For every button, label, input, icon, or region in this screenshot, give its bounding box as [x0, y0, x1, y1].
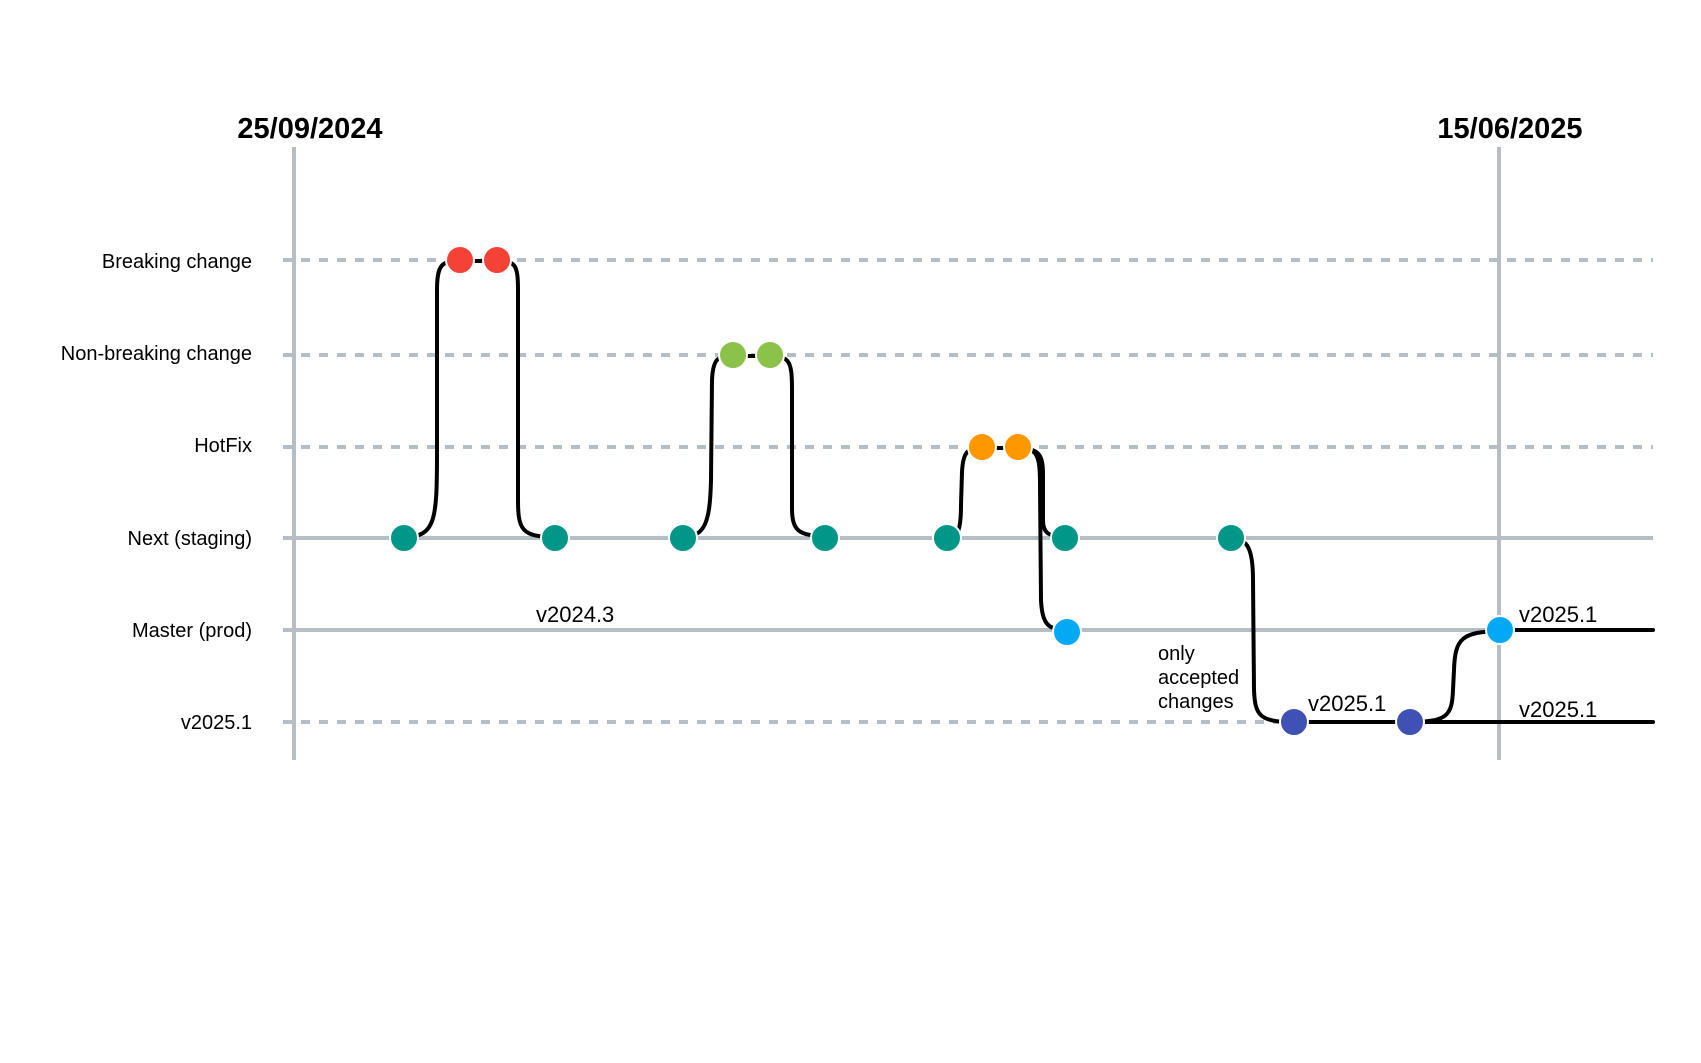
merge-back-non-breaking	[768, 354, 827, 538]
lane-label-master-prod: Master (prod)	[132, 620, 252, 642]
staging-commit-3	[668, 523, 698, 553]
staging-commit-4	[810, 523, 840, 553]
prod-commit-2	[1485, 615, 1515, 645]
staging-commit-7	[1216, 523, 1246, 553]
start-date-label: 25/09/2024	[237, 113, 382, 145]
note-line-1: only	[1158, 643, 1195, 665]
lane-label-next-staging: Next (staging)	[128, 528, 253, 550]
staging-commit-5	[932, 523, 962, 553]
end-date-label: 15/06/2025	[1437, 113, 1582, 145]
breaking-commit-1	[445, 245, 475, 275]
lane-label-breaking-change: Breaking change	[102, 251, 252, 273]
master-release-label: v2024.3	[536, 602, 614, 627]
branch-out-non-breaking	[681, 354, 735, 539]
note-line-3: changes	[1158, 691, 1234, 713]
staging-commit-2	[540, 523, 570, 553]
release-commit-1	[1279, 707, 1309, 737]
branch-out-breaking	[402, 259, 462, 539]
hotfix-commit-1	[967, 432, 997, 462]
release-commit-2	[1395, 707, 1425, 737]
release-merge-to-prod	[1408, 629, 1502, 724]
commits	[389, 245, 1515, 737]
note-line-2: accepted	[1158, 667, 1239, 689]
non-breaking-commit-2	[755, 340, 785, 370]
prod-commit-1	[1052, 617, 1082, 647]
release-branch-end-label: v2025.1	[1519, 697, 1597, 722]
hotfix-commit-2	[1003, 432, 1033, 462]
lane-label-hotfix: HotFix	[194, 435, 252, 457]
staging-commit-1	[389, 523, 419, 553]
breaking-commit-2	[482, 245, 512, 275]
lane-label-non-breaking-change: Non-breaking change	[61, 343, 252, 365]
prod-release-label: v2025.1	[1519, 602, 1597, 627]
release-branch-tag-label: v2025.1	[1308, 691, 1386, 716]
lane-label-release-v2025-1: v2025.1	[181, 712, 252, 734]
merge-back-breaking	[495, 259, 557, 539]
staging-commit-6	[1050, 523, 1080, 553]
non-breaking-commit-1	[718, 340, 748, 370]
